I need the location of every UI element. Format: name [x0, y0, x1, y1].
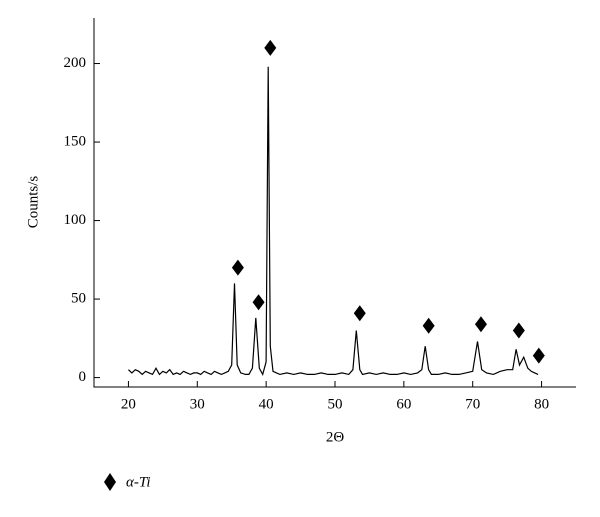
x-tick-label: 40: [259, 396, 274, 412]
peak-marker: [422, 317, 435, 334]
peak-marker: [252, 294, 265, 311]
y-axis-label: Counts/s: [25, 176, 41, 229]
x-tick-label: 60: [396, 396, 411, 412]
peak-marker: [231, 259, 244, 276]
x-axis-label: 2Θ: [326, 429, 345, 445]
x-tick-label: 20: [121, 396, 136, 412]
peak-marker: [474, 316, 487, 333]
x-tick-label: 50: [328, 396, 343, 412]
peak-marker: [532, 347, 545, 364]
axes: [93, 18, 576, 388]
y-tick-label: 150: [64, 133, 87, 149]
y-tick-label: 0: [79, 369, 87, 385]
y-tick-label: 100: [64, 212, 87, 228]
peak-marker: [512, 322, 525, 339]
y-tick-label: 200: [64, 55, 87, 71]
legend-label: α-Ti: [126, 474, 151, 490]
x-tick-label: 30: [190, 396, 205, 412]
x-tick-label: 80: [534, 396, 549, 412]
data-line: [127, 66, 539, 376]
peak-marker: [353, 305, 366, 322]
y-tick-label: 50: [71, 291, 86, 307]
peak-marker: [264, 39, 277, 56]
x-tick-label: 70: [465, 396, 480, 412]
legend-symbol: [104, 473, 116, 491]
